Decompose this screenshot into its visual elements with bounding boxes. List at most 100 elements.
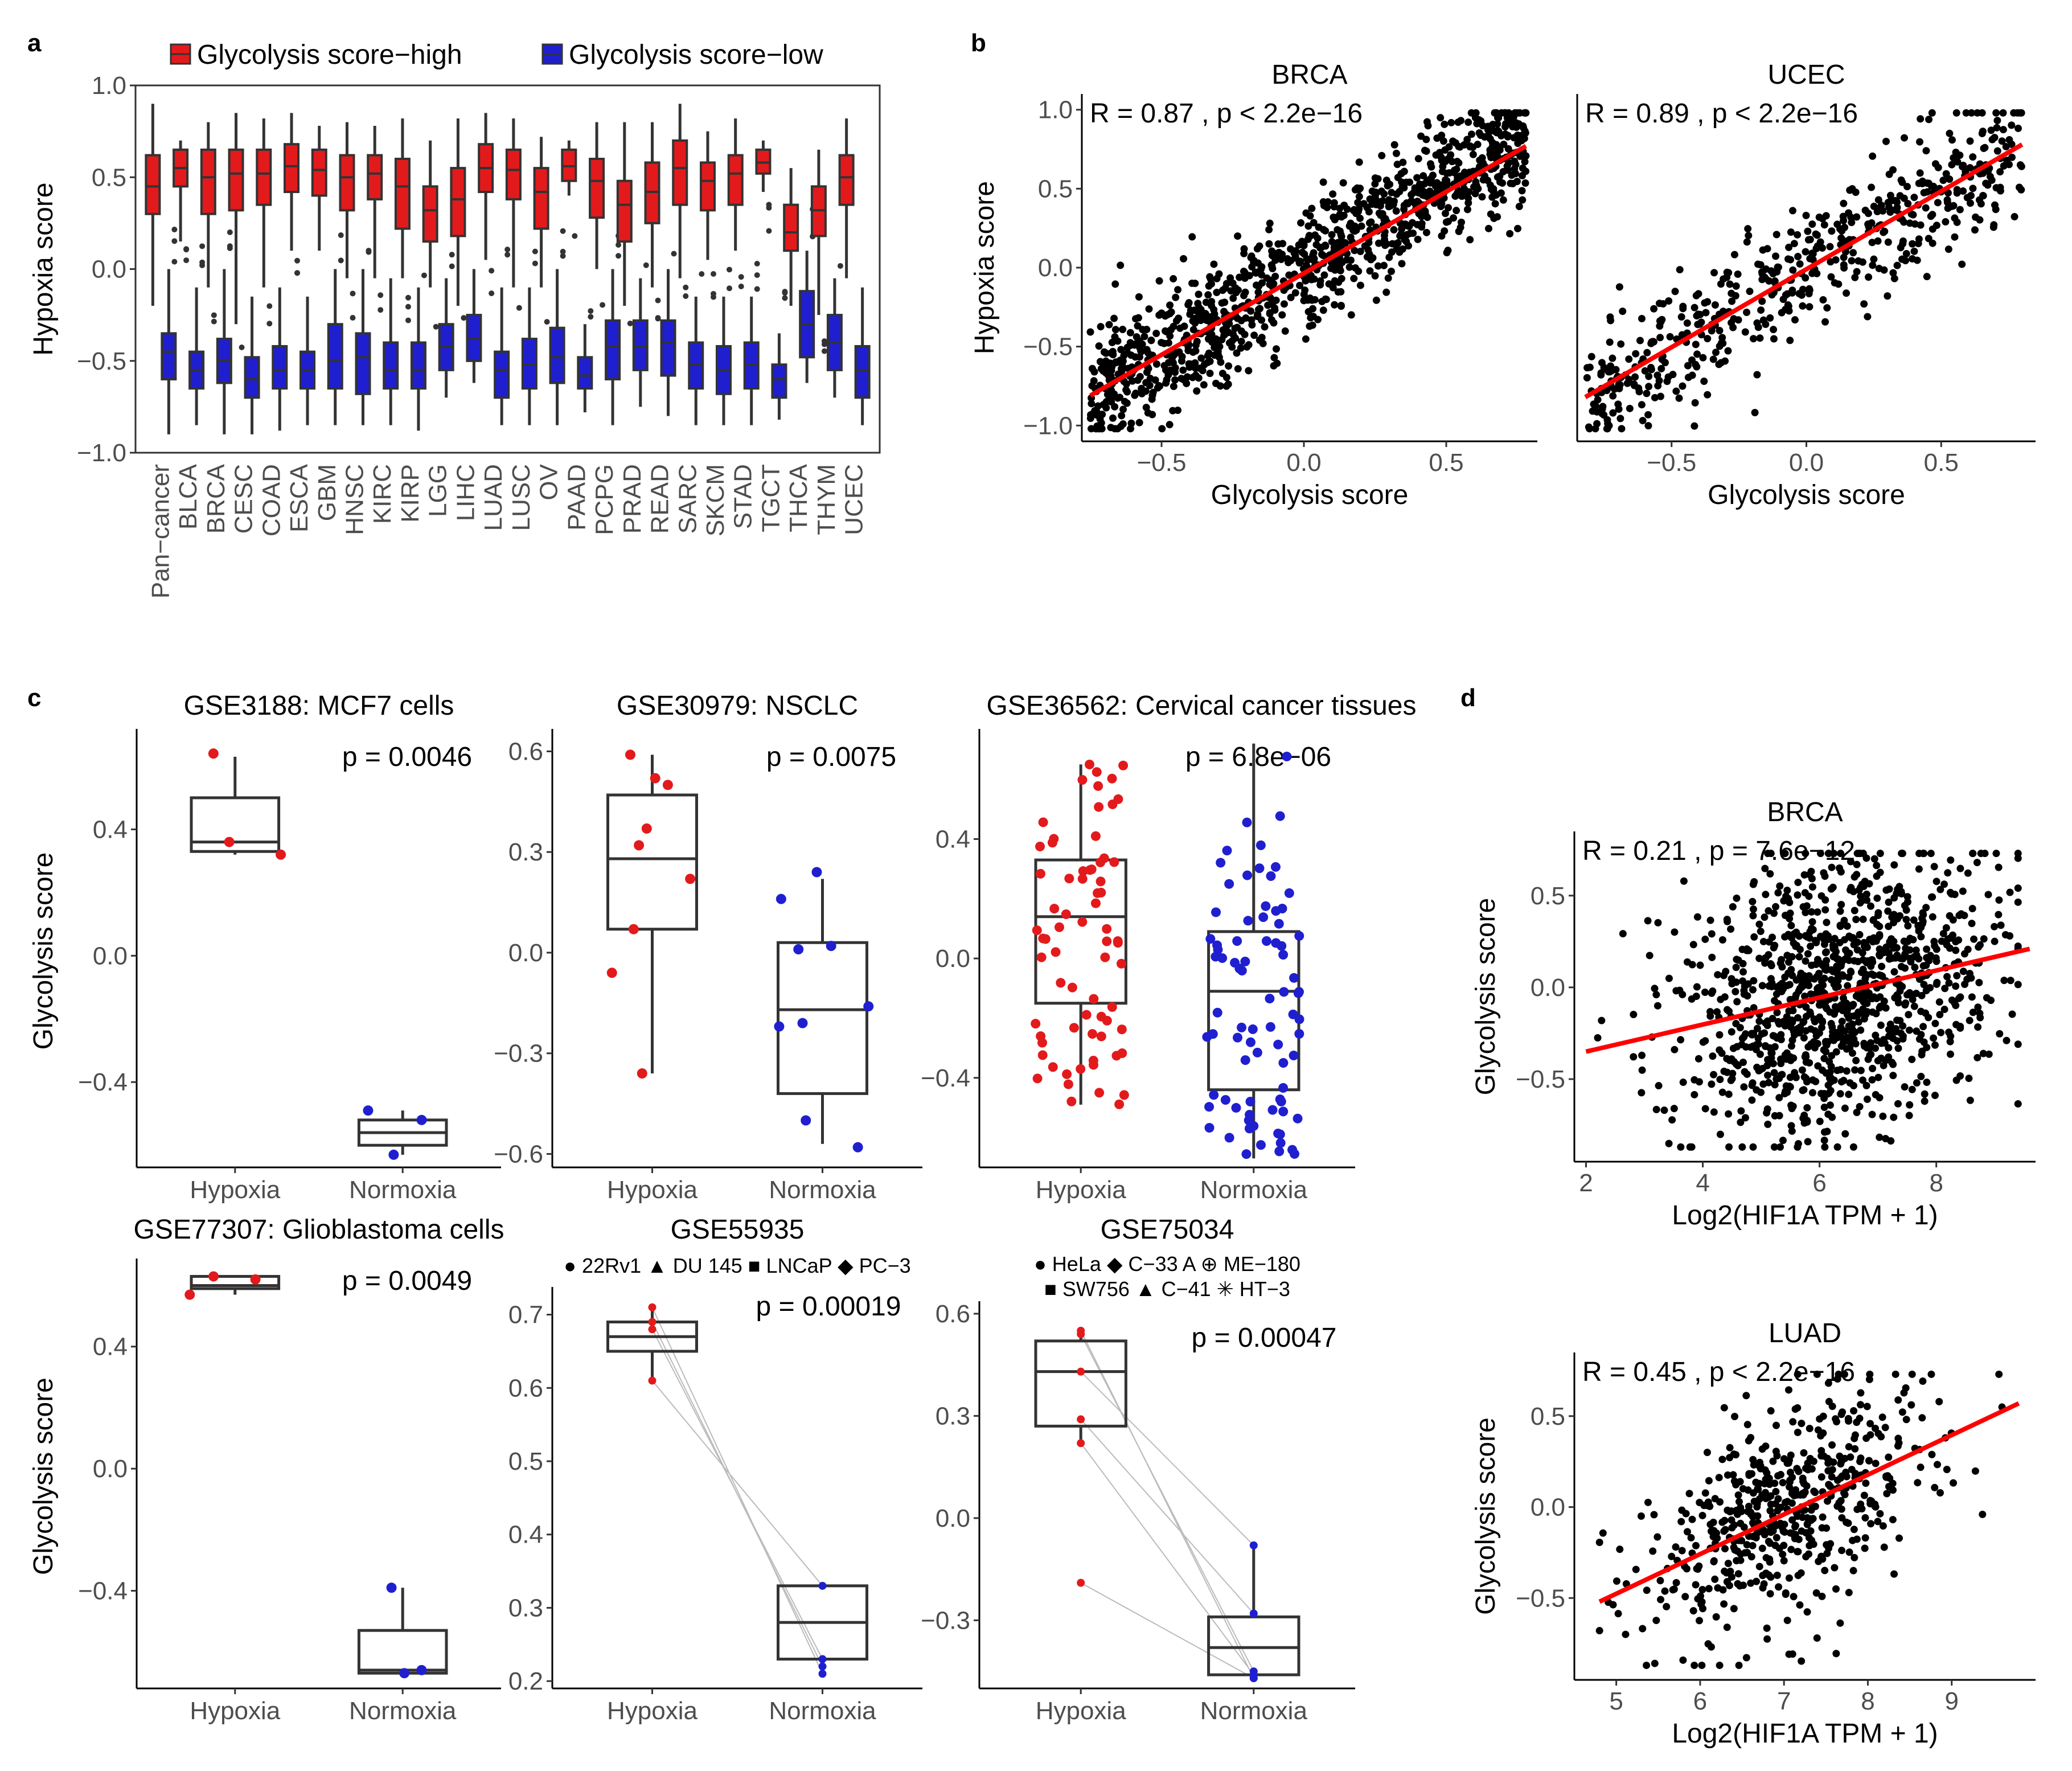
chart-d-brca-point xyxy=(1968,993,1976,1001)
chart-d-luad-point xyxy=(1766,1590,1774,1598)
chart-d-brca-point xyxy=(1833,1034,1841,1042)
chart-b-ucec-point xyxy=(1704,391,1712,399)
chart-d-luad-point xyxy=(1711,1575,1719,1583)
chart-c-gse36562-category-label: Hypoxia xyxy=(1036,1176,1126,1204)
chart-d-luad-point xyxy=(1995,1370,2003,1378)
chart-b-brca-point xyxy=(1496,173,1504,181)
chart-d-brca-point xyxy=(1825,850,1833,858)
chart-d-brca-point xyxy=(1966,1096,1974,1104)
chart-d-luad-point xyxy=(1779,1551,1787,1559)
chart-d-brca-point xyxy=(1824,932,1832,940)
chart-d-brca-point xyxy=(1974,1003,1982,1011)
chart-d-brca-point xyxy=(1739,977,1747,985)
chart-d-brca-point xyxy=(1938,937,1946,945)
chart-d-brca-point xyxy=(1821,1143,1829,1151)
chart-d-brca-point xyxy=(1820,1136,1828,1144)
chart-b-ucec-point xyxy=(1922,147,1930,155)
chart-b-brca-point xyxy=(1441,158,1449,166)
chart-c-gse55935-point xyxy=(648,1318,657,1326)
chart-c-gse36562-point xyxy=(1276,1096,1286,1106)
chart-b-brca-point xyxy=(1308,204,1316,212)
chart-b-ucec-point xyxy=(1853,268,1861,276)
chart-b-brca-point xyxy=(1467,130,1475,138)
chart-b-ucec-point xyxy=(1993,117,2001,125)
chart-d-luad-point xyxy=(1791,1535,1799,1543)
chart-d-brca-point xyxy=(1790,995,1798,1003)
chart-d-brca-point xyxy=(1885,898,1893,906)
chart-b-brca-point xyxy=(1337,301,1345,309)
chart-d-brca-point xyxy=(1679,1079,1687,1087)
chart-d-luad-point xyxy=(1719,1586,1727,1594)
chart-d-luad-point xyxy=(1766,1539,1774,1547)
chart-d-brca-point xyxy=(1927,850,1935,858)
chart-b-brca-point xyxy=(1300,290,1308,298)
chart-d-brca-point xyxy=(1794,879,1802,887)
chart-d-luad-point xyxy=(1745,1471,1753,1479)
chart-c-gse36562-point xyxy=(1212,940,1222,950)
chart-d-brca-point xyxy=(1798,981,1806,989)
chart-d-brca-point xyxy=(1946,1038,1954,1046)
chart-c-gse30979-point xyxy=(606,968,617,978)
chart-b-brca-point xyxy=(1304,235,1312,243)
chart-d-brca-point xyxy=(1821,906,1829,914)
chart-a-outlier xyxy=(504,252,511,258)
chart-d-luad-point xyxy=(1652,1617,1660,1625)
chart-d-brca-point xyxy=(1848,1002,1856,1010)
chart-b-brca-point xyxy=(1376,202,1384,210)
chart-b-brca-point xyxy=(1351,247,1359,255)
chart-d-brca-point xyxy=(1763,1019,1771,1027)
chart-c-gse36562-box xyxy=(1207,930,1300,1092)
chart-d-brca-point xyxy=(1787,1122,1795,1130)
chart-d-brca-point xyxy=(1969,1009,1977,1016)
chart-a-outlier xyxy=(600,302,606,308)
chart-b-brca-point xyxy=(1218,336,1226,344)
chart-c-gse36562-point xyxy=(1274,1146,1285,1157)
chart-b-ucec-point xyxy=(1772,252,1780,260)
chart-b-ucec-point xyxy=(1702,309,1710,317)
chart-d-luad-point xyxy=(1725,1581,1733,1589)
chart-d-brca-point xyxy=(1804,950,1812,958)
chart-d-luad-point xyxy=(1885,1453,1893,1461)
chart-d-brca-point xyxy=(1652,991,1660,999)
chart-d-luad-point xyxy=(1898,1408,1906,1416)
chart-b-ucec-point xyxy=(1806,303,1813,311)
chart-d-brca-point xyxy=(1854,958,1862,966)
chart-c-gse36562: GSE36562: Cervical cancer tissues−0.40.0… xyxy=(921,691,1416,1204)
chart-d-brca-point xyxy=(1693,983,1701,991)
chart-d-brca-point xyxy=(1838,1018,1846,1026)
chart-d-luad-point xyxy=(1683,1565,1691,1573)
chart-c-gse36562-point xyxy=(1062,1069,1072,1079)
chart-d-brca-point xyxy=(1845,949,1853,957)
chart-d-brca-point xyxy=(1773,1009,1781,1016)
chart-b-brca-point xyxy=(1422,136,1430,144)
chart-d-brca-point xyxy=(1784,1017,1792,1025)
chart-d-brca-point xyxy=(1821,872,1829,880)
chart-d-brca-point xyxy=(1761,959,1769,967)
chart-d-brca-point xyxy=(1831,934,1839,942)
chart-b-ucec-point xyxy=(1585,423,1593,431)
chart-d-brca-point xyxy=(1918,914,1926,922)
chart-b-brca-point xyxy=(1269,265,1277,273)
chart-b-brca-point xyxy=(1152,360,1160,368)
chart-b-ucec-point xyxy=(1615,283,1623,291)
chart-d-brca-point xyxy=(1598,1016,1606,1024)
chart-b-ucec-point xyxy=(2014,124,2022,132)
chart-b-ucec-point xyxy=(1873,207,1881,215)
chart-d-brca-point xyxy=(1920,981,1928,989)
chart-b-brca-point xyxy=(1208,302,1216,310)
chart-d-brca-point xyxy=(1830,980,1838,988)
chart-b-brca-point xyxy=(1480,172,1488,180)
chart-b-brca-point xyxy=(1264,301,1272,309)
chart-b-ucec-point xyxy=(1893,261,1901,269)
chart-d-luad-point xyxy=(1643,1661,1651,1669)
chart-c-gse36562-title: GSE36562: Cervical cancer tissues xyxy=(986,691,1416,721)
chart-d-brca-point xyxy=(1778,963,1786,971)
chart-d-luad-point xyxy=(1698,1511,1706,1519)
chart-b-ucec-point xyxy=(1753,371,1761,379)
chart-d-luad-point xyxy=(1857,1401,1865,1409)
chart-b-brca-point xyxy=(1417,132,1425,140)
chart-b-brca-point xyxy=(1265,240,1273,248)
chart-d-luad-point xyxy=(1715,1474,1723,1482)
chart-d-brca-point xyxy=(1857,1067,1865,1075)
